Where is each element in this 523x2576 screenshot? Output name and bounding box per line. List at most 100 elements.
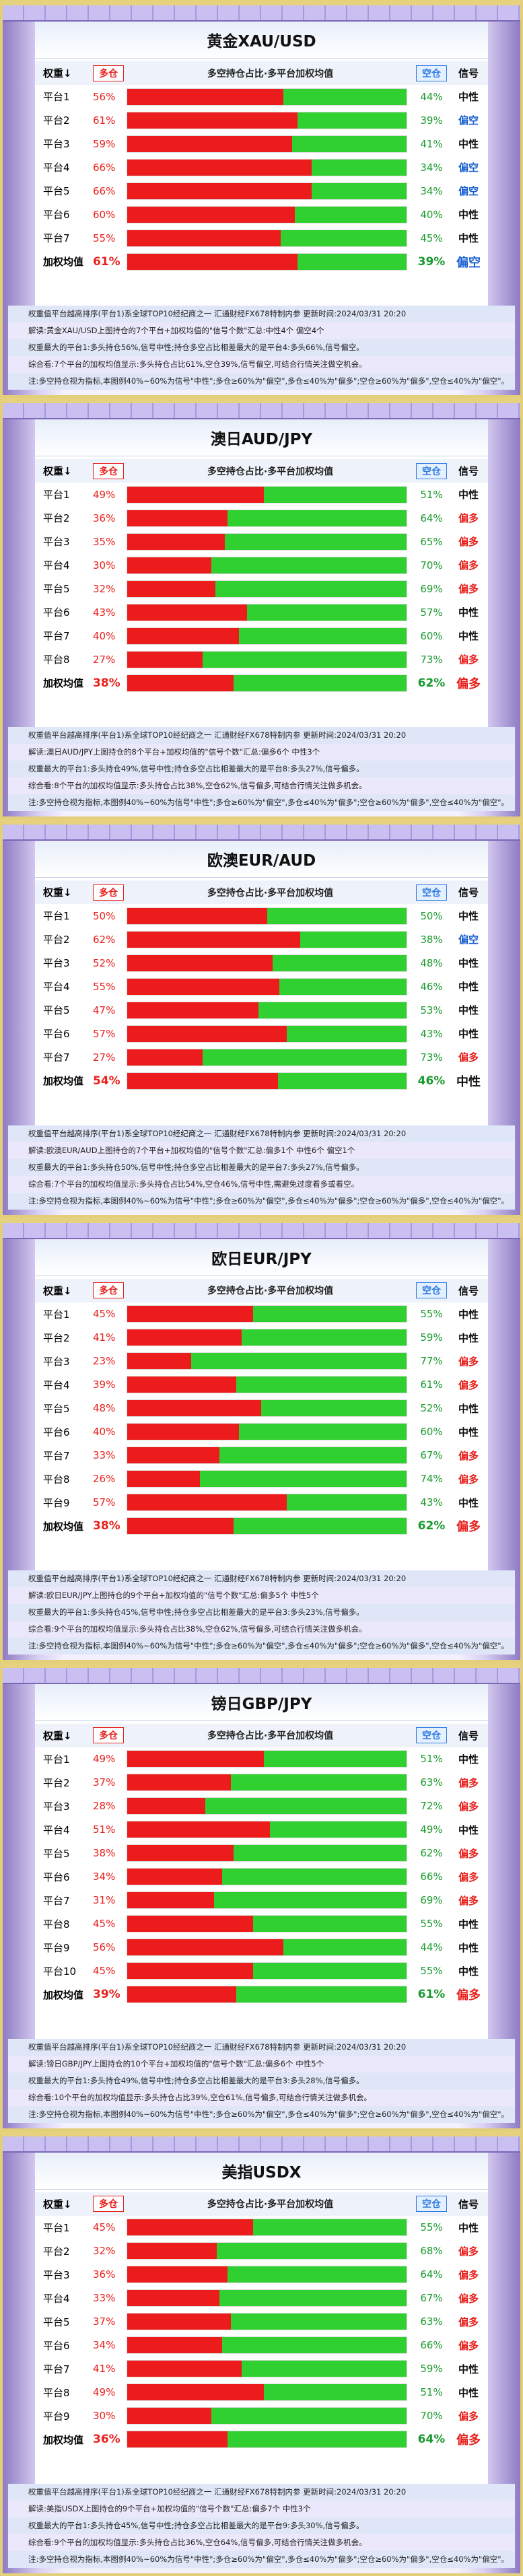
weighted-row: 加权均值 36% 64% 偏多 [35,2428,488,2451]
long-header: 多仓 [93,1727,124,1744]
short-percent: 49% [420,1823,443,1836]
short-bar [283,88,407,105]
position-table: 权重↓ 多仓 多空持仓占比·多平台加权均值 空仓 信号 平台1 50% 50% 中性 平台2 62%… [35,878,488,1125]
platform-label: 平台1 [43,910,70,923]
ratio-bar [127,205,407,223]
long-bar [127,604,248,621]
short-bar [278,1072,407,1089]
signal: 中性 [458,2386,479,2399]
platform-label: 平台7 [43,630,70,643]
long-bar [127,533,225,550]
note-line: 权重最大的平台1:多头持仓49%,信号中性;持仓多空占比相差最大的是平台3:多头… [8,2072,515,2089]
platform-label: 加权均值 [43,677,84,690]
platform-row: 平台7 55% 45% 中性 [35,226,488,250]
long-percent: 49% [93,488,116,501]
platform-label: 平台1 [43,2221,70,2234]
long-percent: 66% [93,184,116,197]
signal-header: 信号 [458,886,479,899]
short-bar [269,1821,407,1838]
signal: 中性 [458,1965,479,1978]
header-row: 权重↓ 多仓 多空持仓占比·多平台加权均值 空仓 信号 [35,1723,488,1747]
note-line: 综合看:10个平台的加权均值显示:多头持仓占比39%,空仓61%,信号偏多,可结… [8,2089,515,2106]
short-percent: 43% [420,1496,443,1509]
signal: 偏多 [458,512,479,525]
short-percent: 55% [420,1965,443,1978]
platform-row: 平台6 57% 43% 中性 [35,1022,488,1045]
long-bar [127,1892,214,1909]
long-bar [127,674,234,691]
long-header-cell: 多仓 [93,884,127,901]
long-bar [127,1939,284,1956]
platform-row: 平台4 30% 70% 偏多 [35,553,488,577]
long-bar [127,1002,259,1018]
short-header: 空仓 [416,65,447,81]
center-header: 多空持仓占比·多平台加权均值 [207,466,334,477]
short-percent: 61% [417,1988,446,2002]
position-table: 权重↓ 多仓 多空持仓占比·多平台加权均值 空仓 信号 平台1 45% 55% 中性 平台2 41%… [35,1276,488,1570]
short-bar [298,253,407,270]
platform-label: 平台2 [43,934,70,946]
long-percent: 27% [93,1051,116,1064]
short-percent: 51% [420,1753,443,1766]
long-header: 多仓 [93,65,124,81]
ratio-bar [127,954,407,972]
legend-note: 注:多空持仓视为指标,本图例40%~60%为信号"中性";多仓≥60%为"偏空"… [8,794,515,812]
signal: 中性 [458,1331,479,1344]
platform-label: 平台8 [43,1473,70,1486]
signal: 偏多 [458,583,479,596]
short-bar [264,1751,407,1768]
short-percent: 62% [417,1519,446,1533]
short-percent: 62% [420,1847,443,1860]
long-bar [127,1986,236,2003]
long-percent: 26% [93,1473,116,1486]
long-bar [127,1424,239,1440]
platform-row: 平台7 27% 73% 偏多 [35,1045,488,1069]
short-bar [279,978,407,995]
platform-row: 平台4 66% 34% 偏空 [35,155,488,179]
long-bar [127,2313,231,2330]
platform-label: 平台7 [43,232,70,244]
ratio-bar [127,930,407,948]
signal: 偏多 [458,1449,479,1462]
note-line: 综合看:9个平台的加权均值显示:多头持仓占比38%,空仓62%,信号偏多,可结合… [8,1620,515,1638]
platform-row: 平台2 32% 68% 偏多 [35,2239,488,2263]
signal: 中性 [458,1496,479,1509]
short-percent: 40% [420,208,443,221]
ratio-bar [127,1376,407,1394]
note-line: 权重最大的平台1:多头持仓49%,信号中性;持仓多空占比相差最大的是平台8:多头… [8,761,515,778]
platform-label: 平台7 [43,1449,70,1462]
signal-header: 信号 [458,67,479,79]
signal: 中性 [458,91,479,103]
short-bar [216,2243,407,2260]
long-percent: 39% [93,1379,116,1391]
signal: 偏多 [456,1988,481,2003]
ratio-bar [127,1915,407,1933]
weighted-row: 加权均值 38% 62% 偏多 [35,671,488,695]
long-percent: 51% [93,1823,116,1836]
platform-label: 平台7 [43,1051,70,1064]
long-bar [127,557,211,573]
platform-row: 平台5 66% 34% 偏空 [35,179,488,203]
long-header: 多仓 [93,462,124,479]
ratio-bar [127,1447,407,1465]
long-percent: 39% [93,1988,120,2002]
platform-row: 平台9 30% 70% 偏多 [35,2404,488,2428]
short-percent: 73% [420,1051,443,1064]
signal: 偏多 [458,654,479,666]
platform-row: 平台5 37% 63% 偏多 [35,2310,488,2334]
platform-row: 平台4 39% 61% 偏多 [35,1373,488,1397]
long-bar [127,1329,242,1346]
platform-row: 平台2 37% 63% 偏多 [35,1771,488,1795]
platform-label: 平台6 [43,2339,70,2352]
short-percent: 39% [417,254,446,269]
short-percent: 44% [420,1941,443,1954]
long-bar [127,159,312,176]
source-line: 权重值平台越高排序(平台1)系全球TOP10经纪商之一 汇通财经FX678特制内… [8,1570,515,1587]
long-bar [127,230,281,246]
platform-row: 平台3 35% 65% 偏多 [35,530,488,553]
signal: 偏空 [458,185,479,197]
short-header: 空仓 [416,1282,447,1299]
rank-header: 权重↓ [43,1284,72,1297]
platform-row: 平台1 50% 50% 中性 [35,904,488,928]
signal: 偏多 [458,1894,479,1907]
